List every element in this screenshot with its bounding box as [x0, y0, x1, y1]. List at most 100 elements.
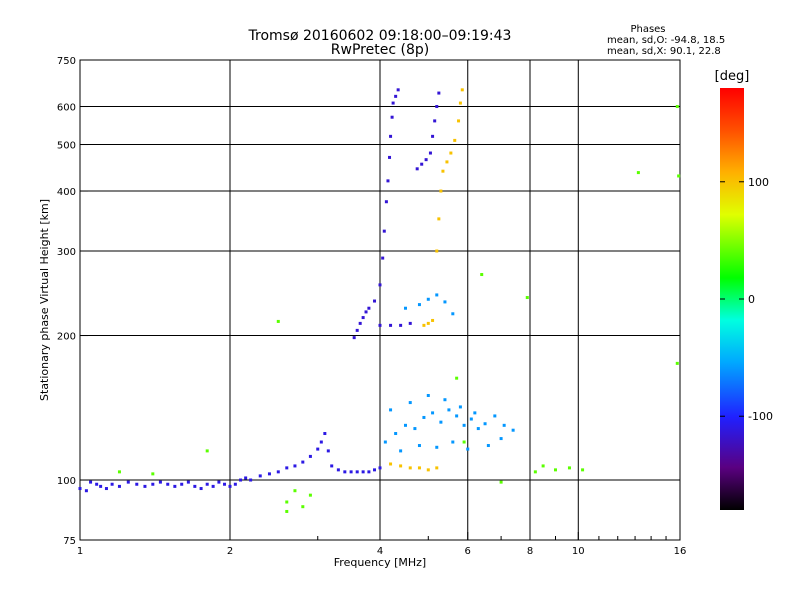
data-point — [78, 487, 82, 491]
data-point — [469, 417, 473, 421]
data-points — [78, 88, 681, 513]
data-point — [415, 167, 419, 171]
data-point — [396, 88, 400, 92]
data-point — [636, 171, 640, 175]
data-point — [437, 217, 441, 221]
data-point — [126, 480, 130, 484]
data-point — [460, 88, 464, 92]
data-point — [180, 482, 184, 486]
data-point — [301, 505, 305, 509]
data-point — [443, 398, 447, 402]
data-point — [330, 464, 334, 468]
data-point — [205, 482, 209, 486]
data-point — [384, 200, 388, 204]
data-point — [458, 101, 462, 105]
data-point — [276, 319, 280, 323]
data-point — [358, 321, 362, 325]
x-tick-label: 8 — [527, 546, 533, 557]
data-point — [426, 394, 430, 398]
data-point — [453, 138, 457, 142]
data-point — [323, 432, 327, 436]
data-point — [486, 444, 490, 448]
data-point — [439, 420, 443, 424]
data-point — [89, 480, 93, 484]
data-point — [462, 423, 466, 427]
data-point — [104, 487, 108, 491]
data-point — [378, 323, 382, 327]
data-point — [285, 509, 289, 513]
data-point — [378, 283, 382, 287]
data-point — [382, 229, 386, 233]
data-point — [381, 256, 385, 260]
data-point — [399, 449, 403, 453]
y-axis: 75 100 200 300 400 500 600 750 — [57, 56, 88, 547]
data-point — [186, 480, 190, 484]
data-point — [431, 134, 435, 138]
data-point — [223, 482, 227, 486]
y-tick-label: 300 — [57, 247, 76, 258]
data-point — [367, 306, 371, 310]
data-point — [476, 427, 480, 431]
data-point — [293, 489, 297, 493]
y-tick-label: 100 — [57, 476, 76, 487]
phases-o-stats: mean, sd,O: -94.8, 18.5 — [607, 35, 725, 46]
data-point — [308, 454, 312, 458]
data-point — [435, 445, 439, 449]
data-point — [458, 405, 462, 409]
data-point — [308, 493, 312, 497]
data-point — [431, 318, 435, 322]
data-point — [343, 470, 347, 474]
x-tick-label: 2 — [227, 546, 233, 557]
data-point — [99, 484, 103, 488]
data-point — [435, 293, 439, 297]
y-tick-label: 200 — [57, 332, 76, 343]
data-point — [135, 482, 139, 486]
data-point — [117, 484, 121, 488]
data-point — [455, 414, 459, 418]
x-tick-label: 1 — [77, 546, 83, 557]
data-point — [361, 316, 365, 320]
data-point — [426, 321, 430, 325]
data-point — [408, 466, 412, 470]
data-point — [383, 440, 387, 444]
data-point — [435, 249, 439, 253]
data-point — [391, 101, 395, 105]
data-point — [417, 303, 421, 307]
data-point — [151, 472, 155, 476]
data-point — [293, 464, 297, 468]
data-point — [417, 444, 421, 448]
data-point — [390, 115, 394, 119]
data-point — [533, 470, 537, 474]
x-tick-label: 16 — [674, 546, 687, 557]
data-point — [502, 423, 506, 427]
data-point — [326, 449, 330, 453]
y-tick-label: 750 — [57, 56, 76, 67]
data-point — [84, 489, 88, 493]
data-point — [373, 299, 377, 303]
data-point — [239, 478, 243, 482]
data-point — [525, 296, 529, 300]
data-point — [349, 470, 353, 474]
data-point — [499, 437, 503, 441]
data-point — [403, 423, 407, 427]
data-point — [413, 427, 417, 431]
data-point — [267, 472, 271, 476]
data-point — [435, 466, 439, 470]
data-point — [581, 468, 585, 472]
chart-subtitle: RwPretec (8p) — [331, 42, 429, 58]
data-point — [499, 480, 503, 484]
data-point — [193, 484, 197, 488]
data-point — [285, 500, 289, 504]
phases-x-stats: mean, sd,X: 90.1, 22.8 — [607, 46, 721, 57]
data-point — [428, 151, 432, 155]
data-point — [217, 480, 221, 484]
data-point — [677, 174, 681, 178]
data-point — [386, 179, 390, 183]
data-point — [389, 323, 393, 327]
x-tick-label: 6 — [465, 546, 471, 557]
y-tick-label: 600 — [57, 103, 76, 114]
data-point — [352, 336, 356, 340]
data-point — [367, 470, 371, 474]
data-point — [466, 447, 470, 451]
